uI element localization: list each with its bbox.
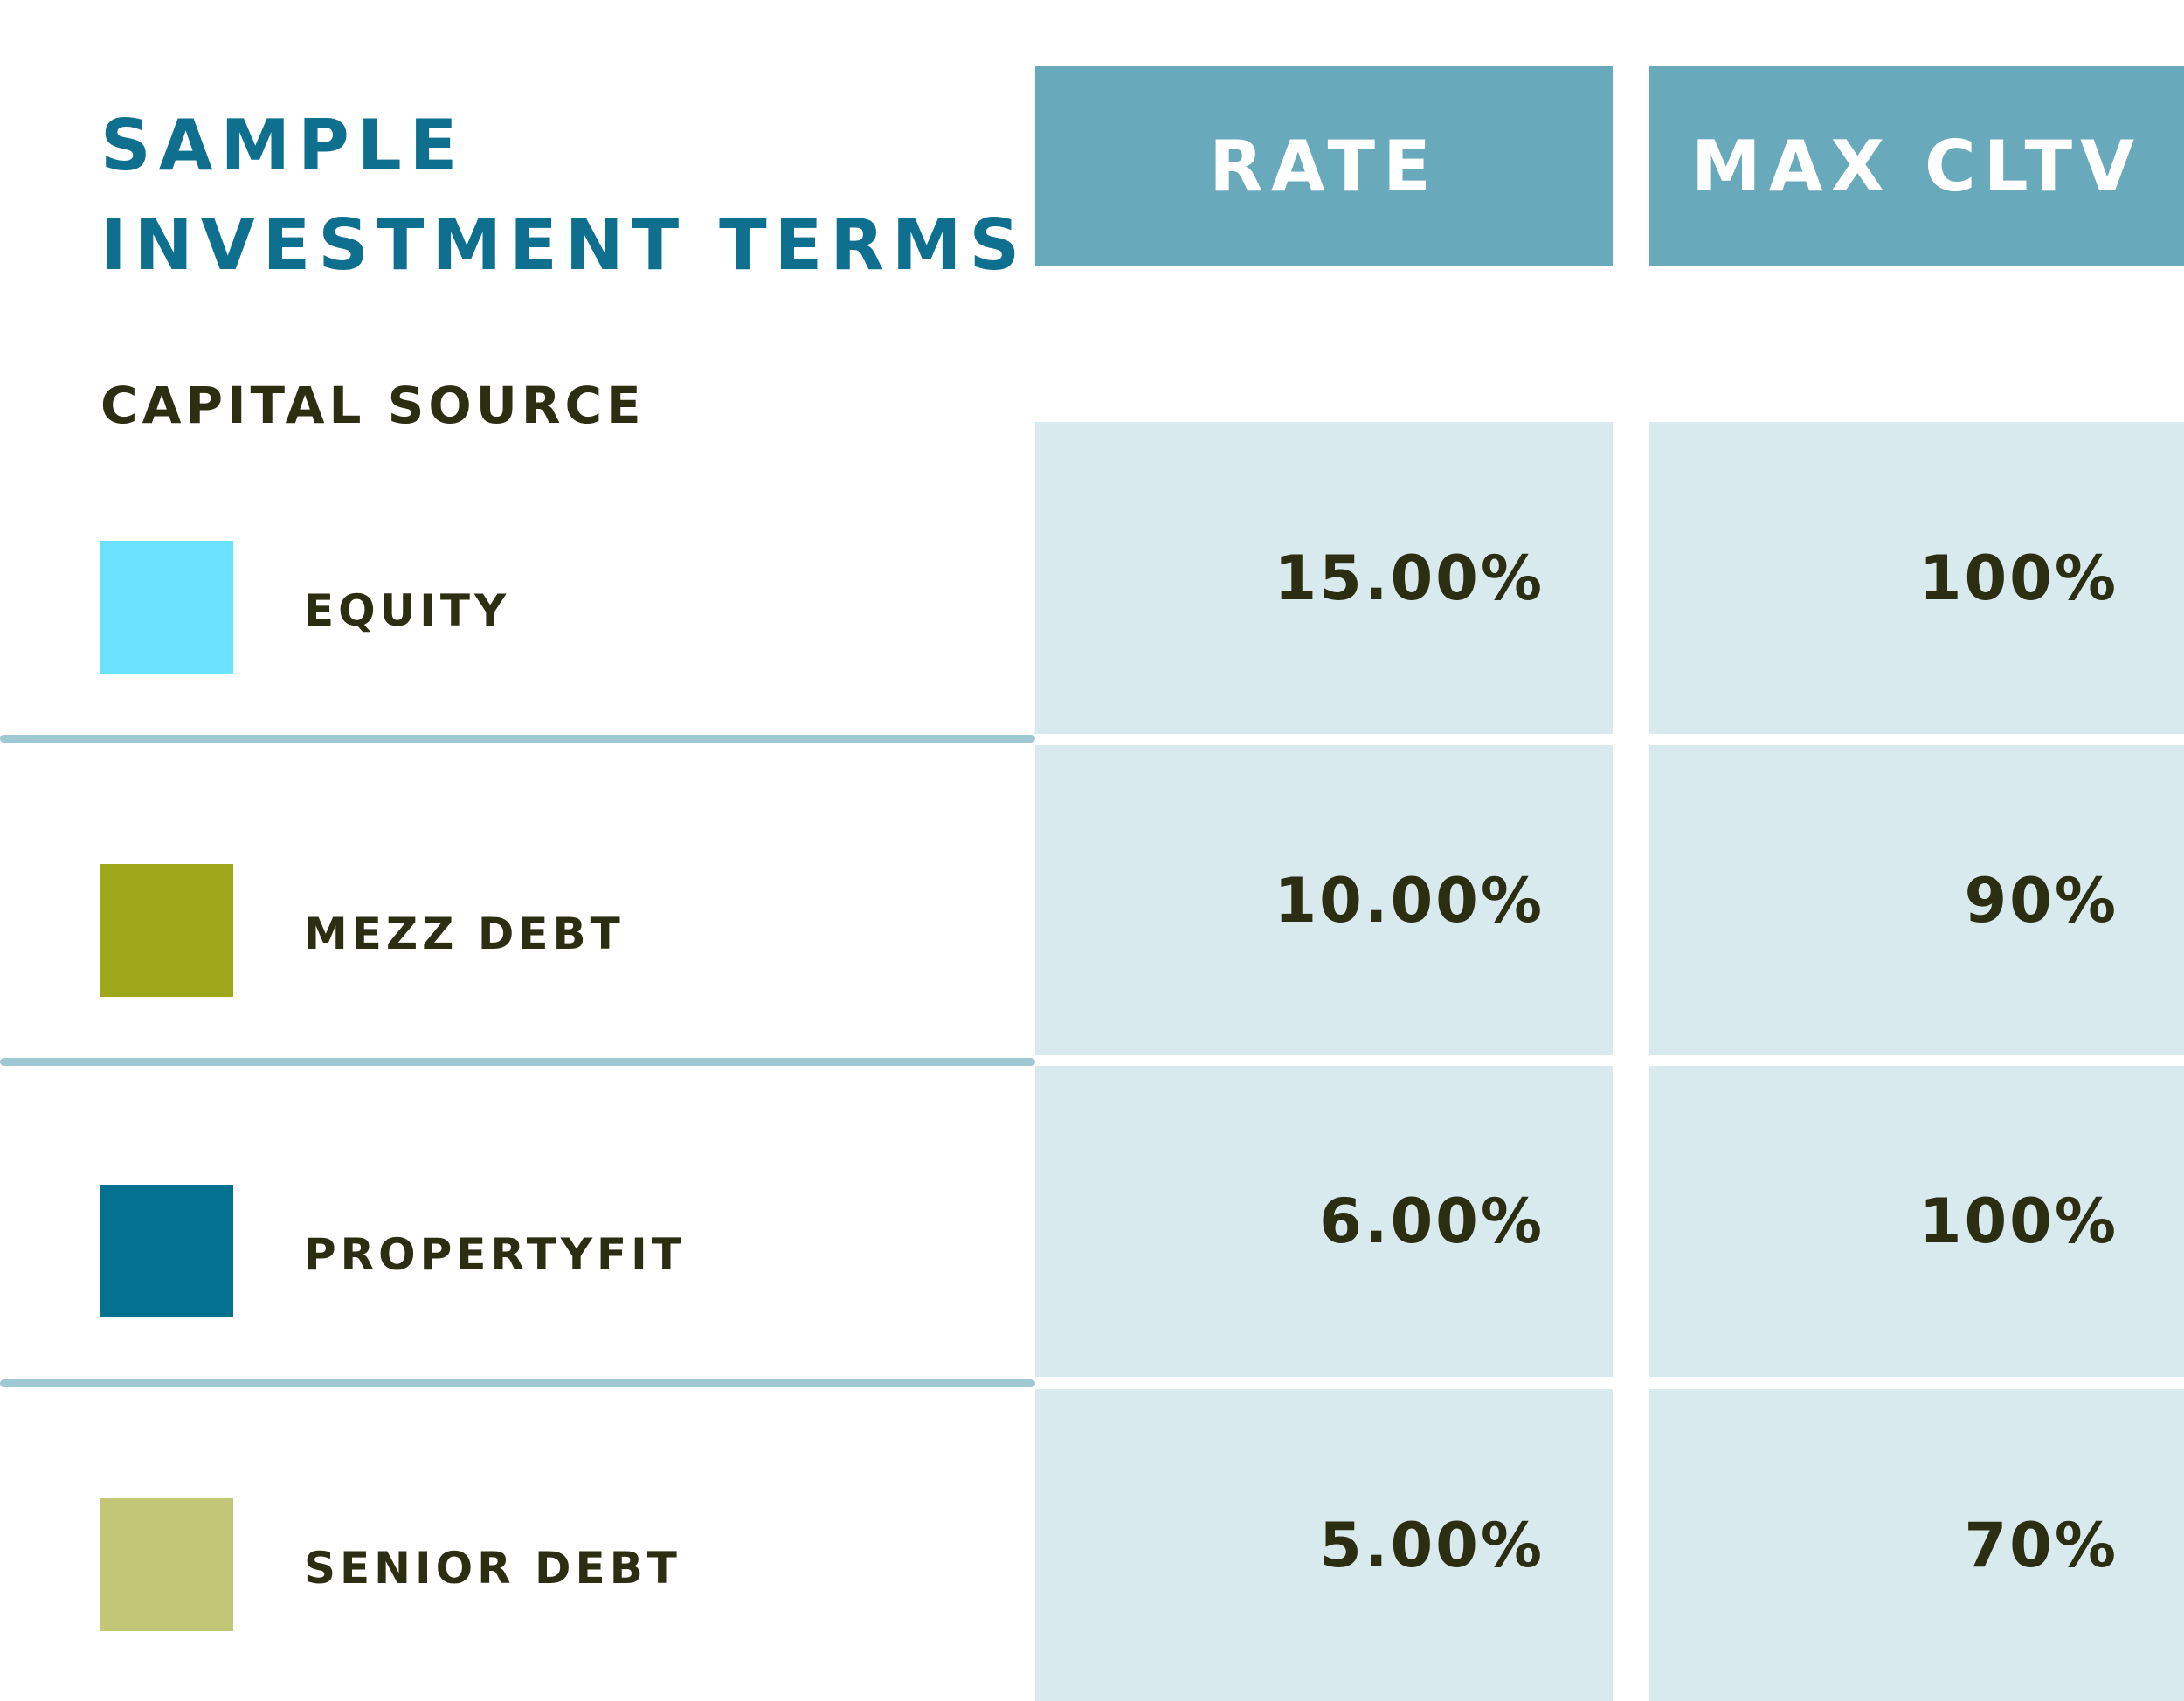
row-source-name: MEZZ DEBT xyxy=(304,909,625,959)
title-line-2: INVESTMENT TERMS xyxy=(100,204,1028,286)
rate-cell: 15.00% xyxy=(1035,422,1613,734)
equity-swatch xyxy=(100,541,233,674)
table-row-label: PROPERTYFIT xyxy=(0,1063,1035,1386)
max-cltv-column-header: MAX CLTV xyxy=(1649,66,2184,266)
page-title: SAMPLE INVESTMENT TERMS xyxy=(100,96,1027,295)
max-cltv-cell: 100% xyxy=(1649,422,2184,734)
row-divider xyxy=(0,1379,1035,1387)
table-row-label: MEZZ DEBT xyxy=(0,743,1035,1066)
senior-debt-swatch xyxy=(100,1498,233,1631)
capital-source-header: CAPITAL SOURCE xyxy=(100,376,646,435)
max-cltv-cell: 100% xyxy=(1649,1066,2184,1377)
row-divider xyxy=(0,1058,1035,1066)
rate-column-header: RATE xyxy=(1035,66,1613,266)
max-cltv-cell: 70% xyxy=(1649,1389,2184,1701)
table-row-label: EQUITY xyxy=(0,419,1035,743)
rate-cell: 10.00% xyxy=(1035,745,1613,1055)
table-row-label: SENIOR DEBT xyxy=(0,1377,1035,1700)
row-source-name: PROPERTYFIT xyxy=(304,1229,686,1280)
row-source-name: EQUITY xyxy=(304,585,511,636)
rate-cell: 6.00% xyxy=(1035,1066,1613,1377)
rate-cell: 5.00% xyxy=(1035,1389,1613,1701)
row-source-name: SENIOR DEBT xyxy=(304,1543,681,1594)
propertyfit-swatch xyxy=(100,1185,233,1317)
max-cltv-cell: 90% xyxy=(1649,745,2184,1055)
mezz-debt-swatch xyxy=(100,864,233,997)
title-line-1: SAMPLE xyxy=(100,105,466,186)
row-divider xyxy=(0,735,1035,743)
